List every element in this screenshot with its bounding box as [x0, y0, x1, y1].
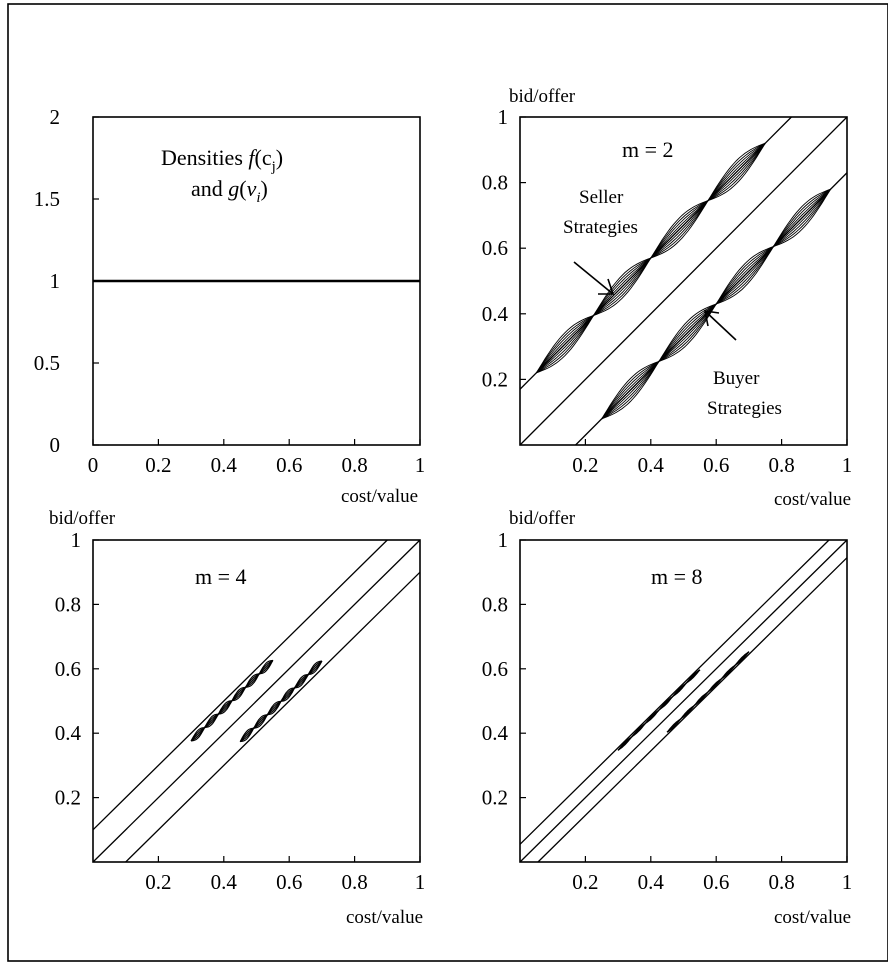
m2-title: m = 2: [622, 137, 674, 162]
m2-diagonal-line: [519, 116, 848, 446]
m4-ytick-label: 0.2: [55, 786, 81, 810]
m2-seller-fan-line: [536, 142, 766, 374]
m8-xtick-label: 0.2: [572, 870, 598, 894]
m4-xtick-label: 1: [415, 870, 426, 894]
m8-buyer-line: [537, 557, 848, 863]
buyer-arrow-head: [703, 310, 720, 327]
m2-xtick-label: 0.2: [572, 453, 598, 477]
m4-ylabel: bid/offer: [49, 508, 116, 529]
densities-ytick-label: 1: [50, 269, 61, 293]
m2-panel: m = 2 bid/offer cost/value Seller Strate…: [482, 86, 853, 510]
m4-ytick-label: 0.4: [55, 721, 82, 745]
m8-xtick-label: 0.4: [638, 870, 665, 894]
m2-xlabel: cost/value: [774, 489, 851, 510]
densities-ytick-label: 0: [50, 433, 61, 457]
m4-diagonal-line: [92, 539, 421, 863]
buyer-arrow: [703, 310, 737, 341]
m2-ytick-label: 0.8: [482, 171, 508, 195]
m8-title: m = 8: [651, 564, 703, 589]
m4-xtick-label: 0.6: [276, 870, 302, 894]
m4-seller-fan-line: [190, 659, 273, 742]
seller-annotation-line1: Seller: [579, 187, 624, 208]
m2-xtick-label: 0.8: [768, 453, 794, 477]
densities-xtick-label: 0: [88, 453, 99, 477]
densities-xtick-label: 0.6: [276, 453, 302, 477]
m4-panel: m = 4 bid/offer cost/value 0.2 0.4 0.6 0.8 1…: [49, 508, 425, 928]
m4-ytick-label: 0.6: [55, 657, 81, 681]
m8-xlabel: cost/value: [774, 907, 851, 928]
m2-xtick-label: 1: [842, 453, 853, 477]
densities-xtick-label: 0.2: [145, 453, 171, 477]
m8-plot-frame: [519, 539, 848, 863]
m2-ytick-label: 0.6: [482, 236, 508, 260]
densities-xlabel: cost/value: [341, 486, 418, 507]
densities-ytick-label: 0.5: [34, 351, 60, 375]
m8-ytick-label: 0.2: [482, 786, 508, 810]
m8-xtick-label: 1: [842, 870, 853, 894]
m4-plot-frame: [92, 539, 421, 863]
m8-ytick-label: 0.6: [482, 657, 508, 681]
densities-panel: Densities f(cj) and g(νi) cost/value 0 0.…: [34, 105, 426, 507]
seller-arrow: [573, 261, 615, 295]
m8-buyer-fan-line: [666, 651, 750, 733]
densities-ytick-label: 1.5: [34, 187, 60, 211]
m4-seller-line: [92, 539, 388, 831]
m2-xtick-label: 0.4: [638, 453, 665, 477]
m8-ytick-label: 0.8: [482, 592, 508, 616]
m2-xtick-label: 0.6: [703, 453, 729, 477]
densities-ytick-label: 2: [50, 105, 61, 129]
m4-xlabel: cost/value: [346, 907, 423, 928]
m2-plot-frame: [519, 116, 848, 446]
m8-ytick-label: 1: [498, 528, 509, 552]
m8-ylabel: bid/offer: [509, 508, 576, 529]
densities-xtick-label: 0.8: [341, 453, 367, 477]
densities-title-line2: and g(νi): [191, 176, 268, 206]
m4-buyer-fan-line: [240, 660, 323, 743]
m8-seller-line: [519, 539, 830, 845]
seller-annotation-line2: Strategies: [563, 217, 638, 238]
m4-xtick-label: 0.4: [211, 870, 238, 894]
m2-ytick-label: 1: [498, 105, 509, 129]
m2-ytick-label: 0.4: [482, 302, 509, 326]
m8-xtick-label: 0.6: [703, 870, 729, 894]
m4-ytick-label: 1: [71, 528, 82, 552]
m4-ytick-label: 0.8: [55, 592, 81, 616]
m8-ytick-label: 0.4: [482, 721, 509, 745]
m8-seller-fan-line: [617, 669, 701, 751]
m4-title: m = 4: [195, 564, 247, 589]
m2-ytick-label: 0.2: [482, 367, 508, 391]
buyer-annotation-line2: Strategies: [707, 398, 782, 419]
seller-arrow-shaft: [573, 261, 614, 295]
m4-buyer-line: [125, 571, 421, 863]
densities-xtick-label: 1: [415, 453, 426, 477]
m2-ylabel: bid/offer: [509, 86, 576, 107]
m2-buyer-fan-line: [601, 188, 831, 420]
m8-xtick-label: 0.8: [768, 870, 794, 894]
buyer-arrow-shaft: [704, 310, 737, 341]
figure-border: [7, 3, 888, 962]
densities-xtick-label: 0.4: [211, 453, 238, 477]
m8-diagonal-line: [519, 539, 848, 863]
m4-xtick-label: 0.8: [341, 870, 367, 894]
m4-xtick-label: 0.2: [145, 870, 171, 894]
buyer-annotation-line1: Buyer: [713, 368, 760, 389]
densities-title-line1: Densities f(cj): [161, 145, 283, 175]
m8-panel: m = 8 bid/offer cost/value 0.2 0.4 0.6 0.8 1…: [482, 508, 853, 928]
